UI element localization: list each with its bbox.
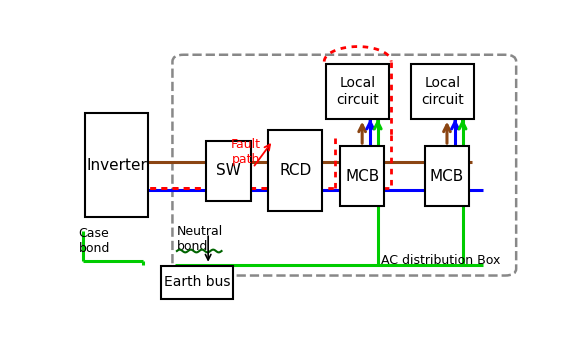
Text: Inverter: Inverter — [86, 158, 147, 173]
FancyBboxPatch shape — [206, 141, 251, 201]
Text: MCB: MCB — [430, 169, 464, 183]
Text: Earth bus: Earth bus — [164, 275, 230, 289]
Text: Local
circuit: Local circuit — [421, 76, 464, 107]
FancyBboxPatch shape — [268, 130, 322, 211]
FancyBboxPatch shape — [411, 64, 473, 119]
Text: SW: SW — [216, 163, 241, 178]
FancyBboxPatch shape — [327, 64, 389, 119]
Text: RCD: RCD — [279, 163, 311, 178]
Text: Neutral
bond: Neutral bond — [177, 225, 223, 253]
Text: Fault
path: Fault path — [231, 137, 261, 166]
FancyBboxPatch shape — [85, 113, 148, 217]
Text: Case
bond: Case bond — [79, 228, 110, 256]
FancyBboxPatch shape — [425, 146, 469, 206]
FancyBboxPatch shape — [340, 146, 384, 206]
Text: AC distribution Box: AC distribution Box — [381, 255, 501, 267]
FancyBboxPatch shape — [161, 266, 233, 299]
Text: Local
circuit: Local circuit — [336, 76, 379, 107]
Text: MCB: MCB — [345, 169, 379, 183]
